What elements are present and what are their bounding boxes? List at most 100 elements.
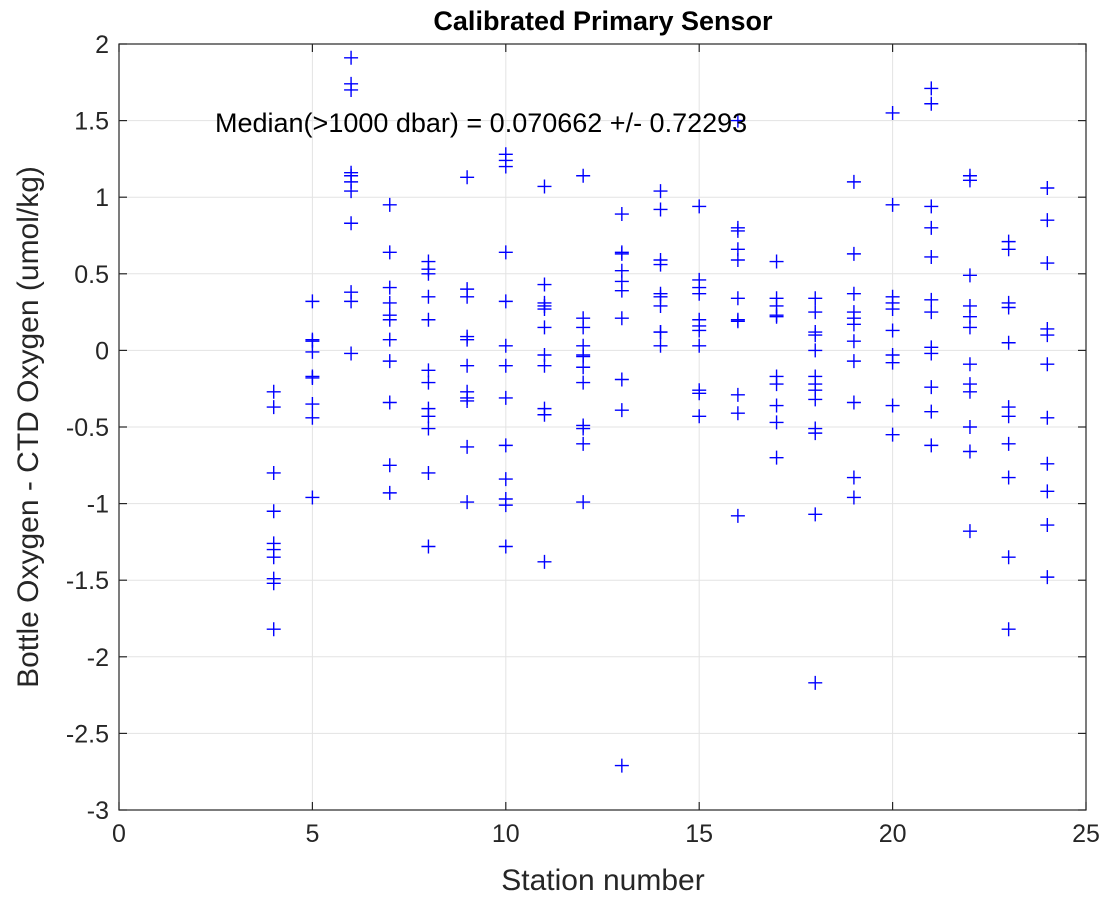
data-point — [1001, 335, 1016, 350]
data-point — [808, 675, 823, 690]
x-tick-label: 25 — [1072, 820, 1100, 848]
data-point — [460, 393, 475, 408]
y-tick-label: -1.5 — [66, 567, 109, 595]
data-point — [769, 450, 784, 465]
data-point — [730, 223, 745, 238]
axis-ticks: 0 5 10 15 20 25 -3 -2.5 -2 -1.5 -1 -0.5 0 0.5 1 1.5 2 — [66, 31, 1100, 848]
y-tick-label: -1 — [87, 491, 109, 519]
data-point — [692, 409, 707, 424]
data-point — [266, 504, 281, 519]
data-point — [962, 268, 977, 283]
chart-title: Calibrated Primary Sensor — [433, 6, 773, 36]
data-point — [924, 220, 939, 235]
data-point — [266, 400, 281, 415]
data-point — [305, 410, 320, 425]
data-point — [692, 286, 707, 301]
data-point — [730, 406, 745, 421]
data-point — [924, 346, 939, 361]
data-point — [1040, 518, 1055, 533]
data-point — [382, 395, 397, 410]
data-point — [653, 298, 668, 313]
data-point — [924, 305, 939, 320]
data-point — [885, 355, 900, 370]
data-point — [730, 253, 745, 268]
data-point — [885, 197, 900, 212]
data-point — [382, 458, 397, 473]
data-markers — [266, 50, 1055, 773]
data-point — [653, 325, 668, 340]
data-point — [1040, 570, 1055, 585]
data-point — [692, 323, 707, 338]
data-point — [1001, 550, 1016, 565]
data-point — [846, 470, 861, 485]
y-tick-label: 2 — [95, 31, 109, 59]
y-tick-label: -0.5 — [66, 414, 109, 442]
data-point — [305, 294, 320, 309]
data-point — [885, 427, 900, 442]
data-point — [266, 622, 281, 637]
x-tick-label: 10 — [492, 820, 520, 848]
data-point — [614, 372, 629, 387]
data-point — [498, 438, 513, 453]
data-point — [846, 317, 861, 332]
data-point — [885, 398, 900, 413]
data-point — [962, 444, 977, 459]
data-point — [1040, 484, 1055, 499]
data-point — [1001, 409, 1016, 424]
data-point — [305, 344, 320, 359]
data-point — [846, 286, 861, 301]
data-point — [576, 436, 591, 451]
data-point — [692, 386, 707, 401]
data-point — [266, 465, 281, 480]
data-point — [962, 524, 977, 539]
data-point — [924, 96, 939, 111]
data-point — [846, 490, 861, 505]
x-tick-label: 5 — [305, 820, 319, 848]
x-tick-label: 15 — [685, 820, 713, 848]
data-point — [614, 311, 629, 326]
data-point — [1001, 242, 1016, 257]
data-point — [460, 439, 475, 454]
x-tick-label: 20 — [879, 820, 907, 848]
data-point — [421, 289, 436, 304]
x-tick-label: 0 — [112, 820, 126, 848]
data-point — [614, 283, 629, 298]
data-point — [924, 199, 939, 214]
data-point — [537, 554, 552, 569]
data-point — [498, 245, 513, 260]
data-point — [846, 174, 861, 189]
data-point — [1040, 213, 1055, 228]
data-point — [344, 184, 359, 199]
data-point — [846, 395, 861, 410]
data-point — [962, 357, 977, 372]
data-point — [576, 495, 591, 510]
data-point — [382, 197, 397, 212]
data-point — [421, 539, 436, 554]
data-point — [924, 380, 939, 395]
data-point — [769, 254, 784, 269]
data-point — [344, 50, 359, 65]
data-point — [730, 113, 745, 128]
data-point — [460, 332, 475, 347]
data-point — [460, 495, 475, 510]
data-point — [885, 302, 900, 317]
data-point — [266, 576, 281, 591]
data-point — [1001, 470, 1016, 485]
y-tick-label: -2.5 — [66, 720, 109, 748]
data-point — [614, 758, 629, 773]
data-point — [846, 334, 861, 349]
data-point — [653, 338, 668, 353]
data-point — [924, 249, 939, 264]
data-point — [421, 465, 436, 480]
data-point — [808, 392, 823, 407]
data-point — [924, 404, 939, 419]
data-point — [537, 277, 552, 292]
data-point — [382, 332, 397, 347]
data-point — [537, 358, 552, 373]
data-point — [421, 375, 436, 390]
data-point — [808, 507, 823, 522]
data-point — [730, 508, 745, 523]
data-point — [692, 338, 707, 353]
data-point — [962, 320, 977, 335]
data-point — [1001, 622, 1016, 637]
